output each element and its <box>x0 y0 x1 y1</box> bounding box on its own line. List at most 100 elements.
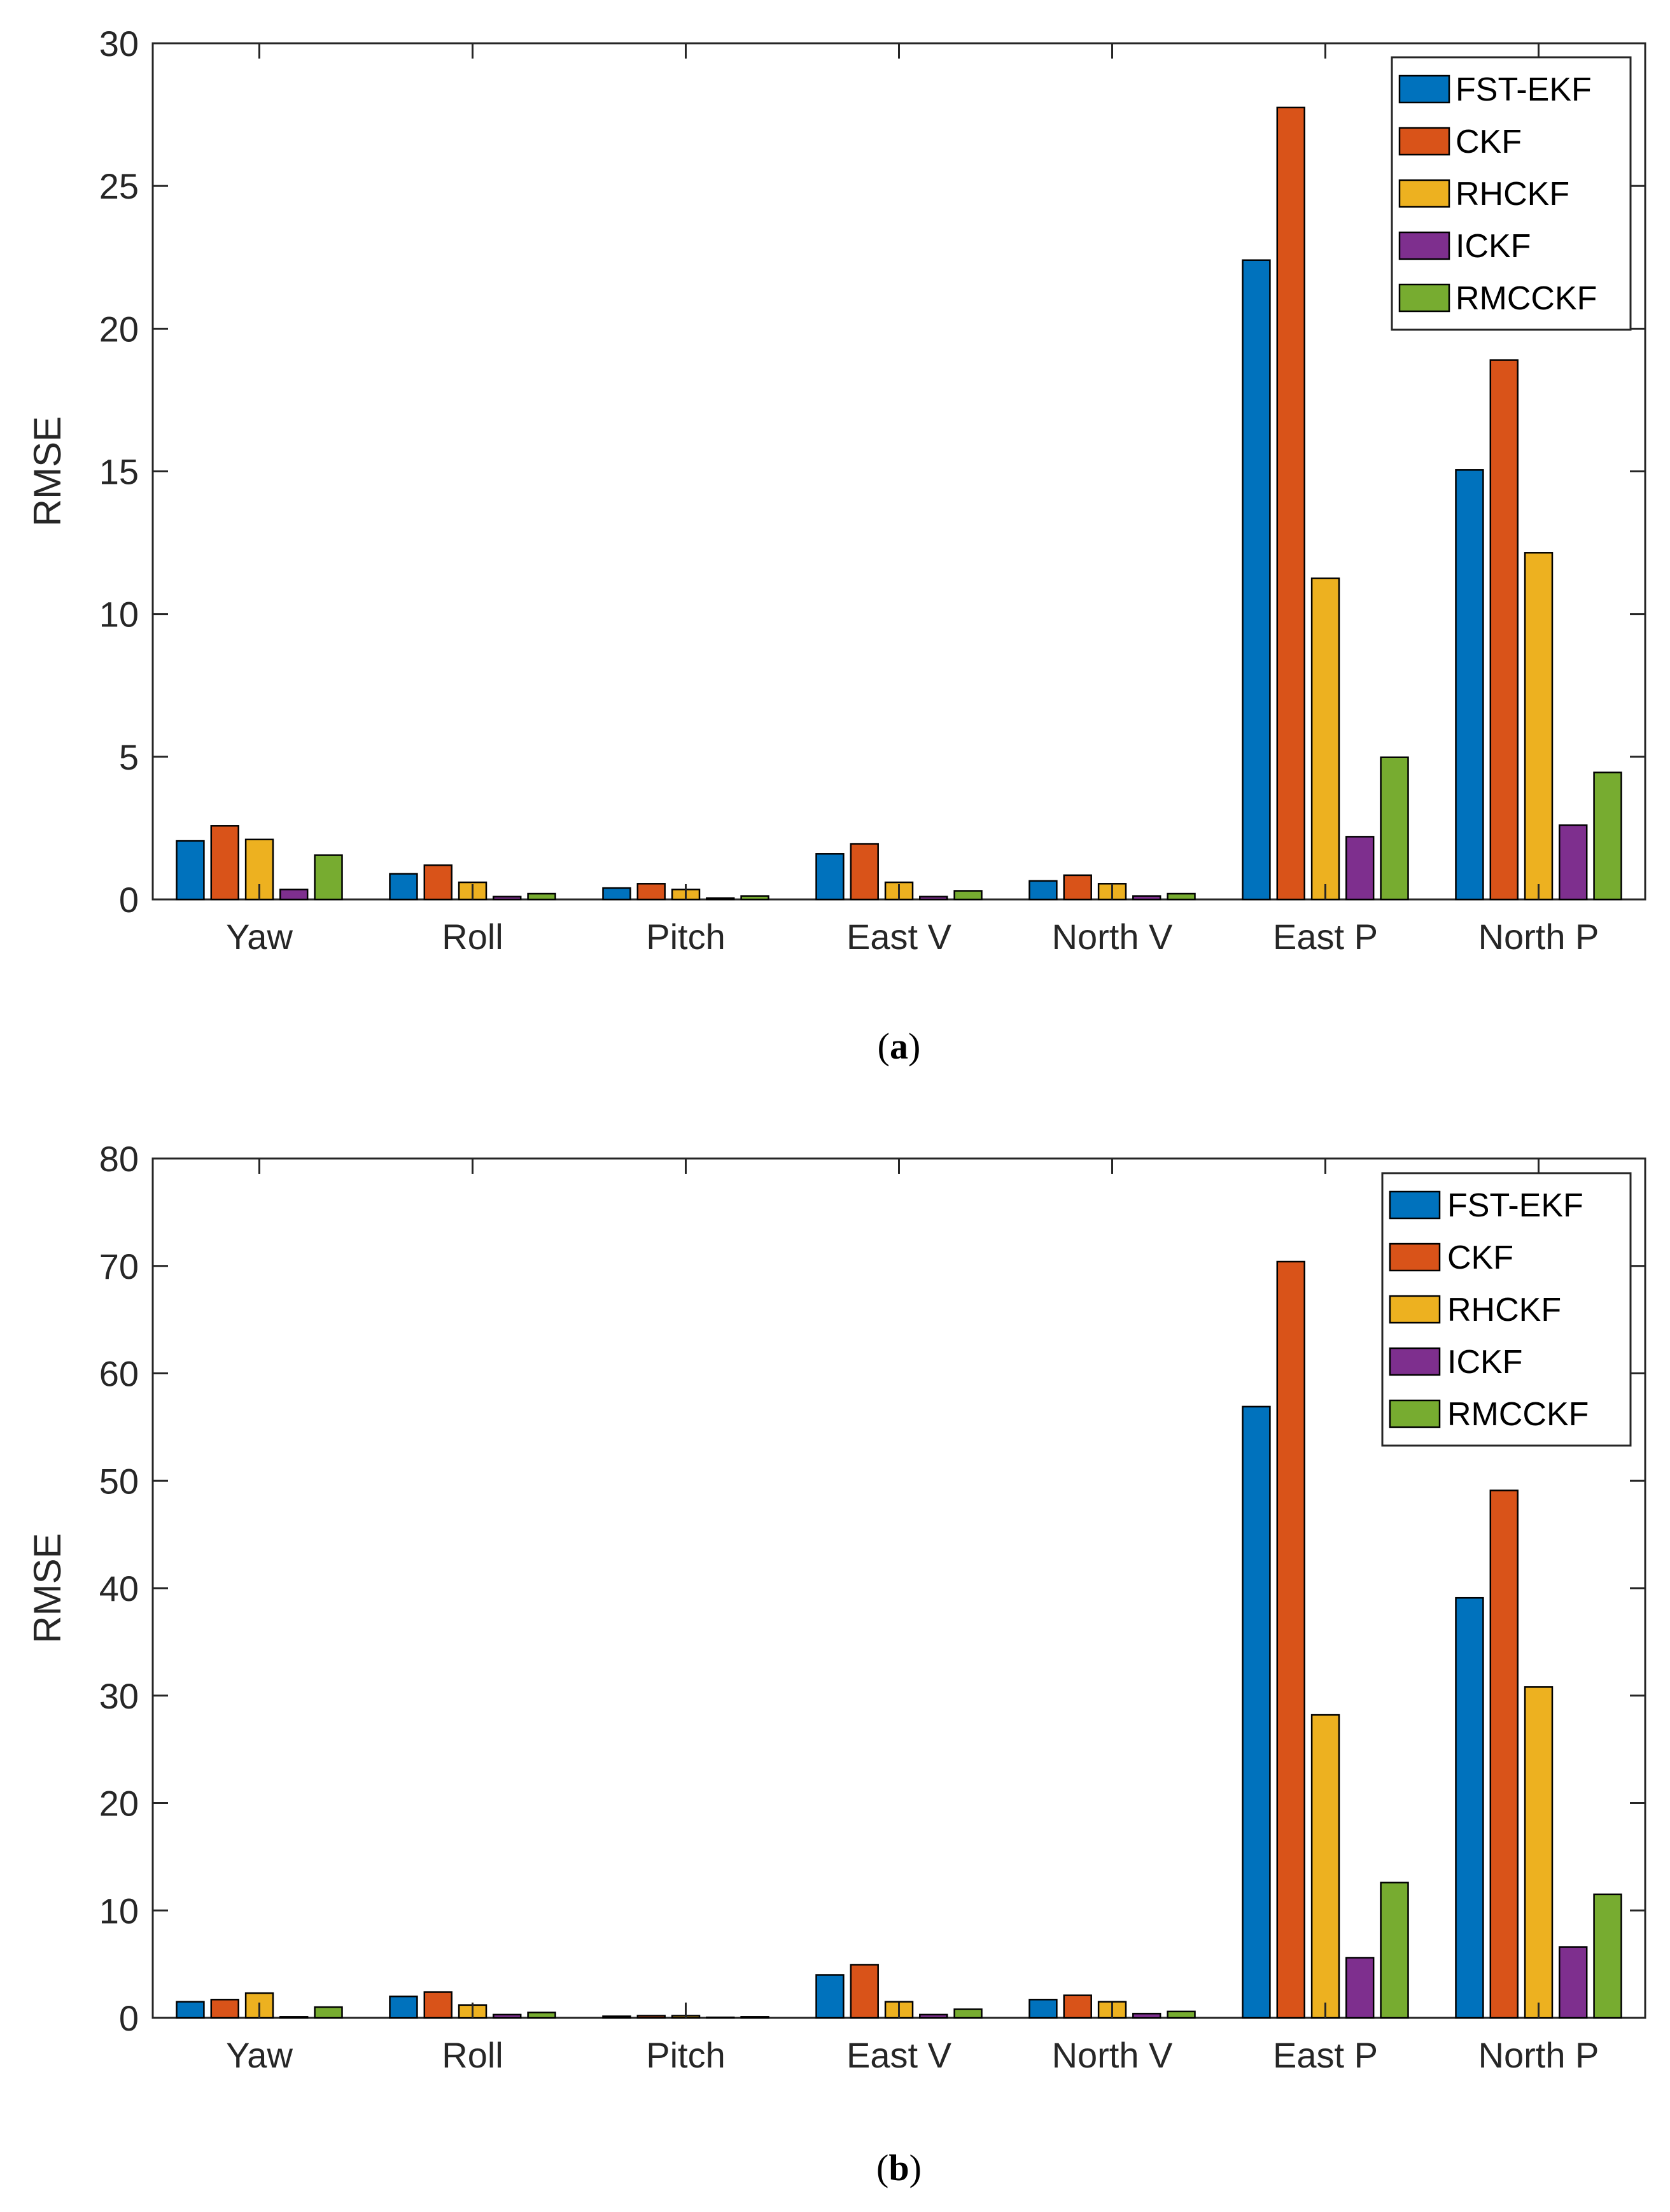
bar-rhckf-north-p <box>1524 1686 1554 2019</box>
y-axis-title: RMSE <box>26 1533 69 1643</box>
y-tick-label: 20 <box>99 309 139 349</box>
bar-rmcckf-east-v <box>953 2008 983 2019</box>
x-tick-label: East P <box>1273 2035 1378 2075</box>
y-tick-label: 30 <box>99 24 139 64</box>
bar-ickf-yaw <box>279 889 309 901</box>
bar-rmcckf-north-p <box>1593 771 1622 901</box>
bar-rhckf-east-p <box>1310 1714 1340 2019</box>
bar-ickf-pitch <box>706 897 735 901</box>
x-tick-label: Roll <box>442 2035 503 2075</box>
x-tick-label: North P <box>1478 2035 1599 2075</box>
bar-fst-ekf-pitch <box>602 2015 631 2019</box>
legend-label-rhckf: RHCKF <box>1447 1292 1561 1328</box>
bar-fst-ekf-pitch <box>602 887 631 901</box>
bar-ckf-yaw <box>210 1999 239 2019</box>
bar-ckf-pitch <box>636 883 666 901</box>
bar-ickf-north-v <box>1132 2013 1161 2019</box>
bar-rmcckf-yaw <box>314 2006 343 2019</box>
legend-label-rmcckf: RMCCKF <box>1447 1396 1589 1433</box>
bar-rmcckf-pitch <box>740 895 769 901</box>
y-tick-label: 70 <box>99 1246 139 1286</box>
bar-ckf-roll <box>423 1991 453 2019</box>
legend-swatch-fst-ekf <box>1389 1190 1441 1220</box>
bar-ckf-east-p <box>1276 1260 1305 2019</box>
y-tick-label: 5 <box>119 737 139 777</box>
legend-swatch-rmcckf <box>1389 1399 1441 1428</box>
y-tick-label: 0 <box>119 1998 139 2038</box>
legend-swatch-rmcckf <box>1398 283 1450 313</box>
bar-ickf-roll <box>493 896 522 901</box>
x-tick-label: North P <box>1478 917 1599 957</box>
chart-caption: (b) <box>876 2147 922 2188</box>
x-tick-label: East V <box>846 2035 952 2075</box>
y-tick-label: 50 <box>99 1461 139 1501</box>
bar-rmcckf-east-p <box>1380 756 1409 901</box>
bar-rmcckf-east-v <box>953 890 983 901</box>
legend-swatch-ickf <box>1389 1347 1441 1376</box>
legend-label-rhckf: RHCKF <box>1456 176 1569 213</box>
x-tick-label: Pitch <box>646 917 726 957</box>
bar-ckf-east-v <box>850 843 879 901</box>
bar-ckf-pitch <box>636 2015 666 2019</box>
legend-label-fst-ekf: FST-EKF <box>1456 71 1592 108</box>
bar-ckf-yaw <box>210 825 239 901</box>
bar-ckf-east-p <box>1276 106 1305 901</box>
y-tick-label: 60 <box>99 1354 139 1394</box>
bar-ickf-north-p <box>1559 824 1588 901</box>
bar-rmcckf-pitch <box>740 2016 769 2019</box>
x-tick-label: North V <box>1052 917 1173 957</box>
y-tick-label: 10 <box>99 595 139 635</box>
bar-rmcckf-east-p <box>1380 1882 1409 2019</box>
bar-ckf-roll <box>423 864 453 901</box>
legend-swatch-ickf <box>1398 231 1450 260</box>
x-tick-label: Pitch <box>646 2035 726 2075</box>
legend-label-rmcckf: RMCCKF <box>1456 280 1597 317</box>
bar-ickf-yaw <box>279 2016 309 2019</box>
legend-swatch-ckf <box>1398 127 1450 156</box>
bar-ickf-pitch <box>706 2016 735 2019</box>
x-tick-label: East P <box>1273 917 1378 957</box>
x-tick-label: Yaw <box>226 917 293 957</box>
bar-fst-ekf-yaw <box>176 2001 205 2019</box>
legend-label-ickf: ICKF <box>1447 1344 1522 1381</box>
bar-ickf-east-p <box>1345 1957 1375 2019</box>
x-tick-label: Roll <box>442 917 503 957</box>
x-tick-label: North V <box>1052 2035 1173 2075</box>
legend-swatch-rhckf <box>1398 179 1450 208</box>
bar-fst-ekf-east-v <box>815 853 845 901</box>
bar-fst-ekf-east-p <box>1242 259 1271 901</box>
y-tick-label: 15 <box>99 452 139 492</box>
y-axis-title: RMSE <box>26 416 69 526</box>
bar-rmcckf-north-v <box>1167 2010 1196 2019</box>
bar-ckf-north-p <box>1489 1490 1519 2019</box>
chart-a: 0 5 10 15 20 25 30 Yaw Roll Pitch East V North V Eas… <box>26 24 1646 1067</box>
y-tick-label: 20 <box>99 1784 139 1824</box>
bar-ickf-north-p <box>1559 1946 1588 2019</box>
bar-fst-ekf-east-v <box>815 1974 845 2019</box>
bar-fst-ekf-north-p <box>1455 469 1484 901</box>
bar-fst-ekf-north-v <box>1028 1999 1058 2019</box>
x-tick-label: Yaw <box>226 2035 293 2075</box>
bar-ckf-north-p <box>1489 359 1519 901</box>
y-tick-label: 0 <box>119 880 139 920</box>
legend-label-fst-ekf: FST-EKF <box>1447 1187 1583 1224</box>
legend-label-ickf: ICKF <box>1456 228 1531 265</box>
y-tick-label: 80 <box>99 1139 139 1179</box>
bar-ickf-east-p <box>1345 836 1375 901</box>
bar-ickf-east-v <box>919 896 948 901</box>
bar-rmcckf-roll <box>527 2011 556 2019</box>
legend-swatch-fst-ekf <box>1398 74 1450 104</box>
chart-b: 0 10 20 30 40 50 60 70 80 Yaw Roll Pitch East V North… <box>26 1139 1646 2188</box>
x-tick-label: East V <box>846 917 952 957</box>
y-tick-label: 10 <box>99 1891 139 1931</box>
y-tick-label: 25 <box>99 166 139 206</box>
y-tick-label: 30 <box>99 1676 139 1716</box>
bar-rmcckf-roll <box>527 892 556 901</box>
legend-label-ckf: CKF <box>1447 1239 1513 1276</box>
bar-rmcckf-north-p <box>1593 1893 1622 2019</box>
legend-swatch-ckf <box>1389 1243 1441 1272</box>
bar-rmcckf-north-v <box>1167 892 1196 901</box>
bar-rmcckf-yaw <box>314 854 343 901</box>
bar-ickf-roll <box>493 2013 522 2019</box>
